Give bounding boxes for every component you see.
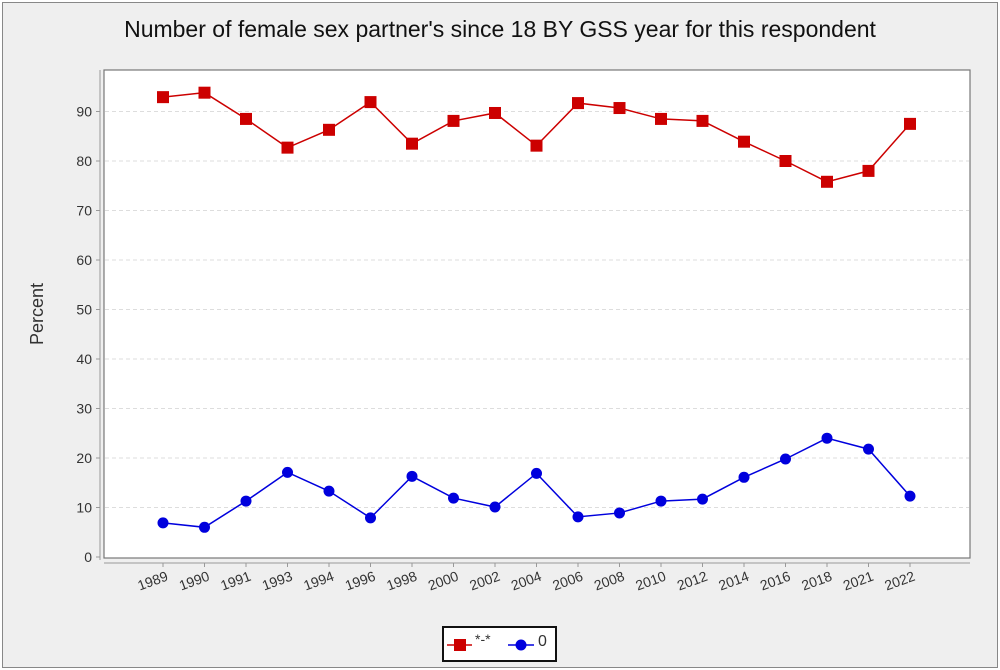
data-point-circle — [863, 443, 874, 455]
y-tick-label: 80 — [76, 153, 92, 169]
x-tick-label: 2006 — [550, 568, 585, 594]
data-point-square — [323, 123, 335, 136]
data-point-square — [572, 97, 584, 110]
legend-marker-square — [454, 639, 466, 651]
data-point-square — [779, 155, 792, 167]
y-tick-label: 90 — [76, 104, 92, 120]
data-point-circle — [697, 493, 708, 505]
y-tick-label: 40 — [76, 351, 92, 367]
data-point-circle — [821, 432, 833, 444]
y-tick-label: 0 — [84, 549, 92, 565]
x-tick-label: 1991 — [218, 568, 253, 594]
data-point-square — [530, 139, 543, 152]
x-tick-label: 2004 — [509, 568, 544, 594]
legend-label-series-1: *-* — [475, 631, 491, 647]
x-tick-label: 2008 — [592, 568, 627, 594]
data-point-square — [613, 102, 626, 115]
legend-label-series-2: 0 — [538, 633, 547, 650]
data-point-square — [281, 141, 294, 154]
legend-marker-circle — [515, 639, 527, 651]
y-tick-label: 70 — [76, 203, 92, 219]
x-tick-label: 2021 — [841, 568, 876, 594]
data-point-square — [904, 117, 916, 130]
x-tick-label: 1994 — [301, 568, 336, 594]
data-point-circle — [780, 453, 791, 465]
x-tick-label: 2018 — [799, 568, 834, 594]
data-point-circle — [531, 467, 542, 479]
data-point-square — [738, 135, 750, 148]
data-point-circle — [323, 485, 335, 497]
x-tick-label: 2016 — [758, 568, 793, 594]
y-tick-label: 30 — [76, 401, 92, 417]
data-point-square — [447, 114, 460, 127]
data-point-circle — [738, 471, 750, 483]
data-point-circle — [406, 470, 418, 482]
data-point-circle — [489, 501, 501, 513]
data-point-circle — [282, 466, 293, 478]
data-point-square — [240, 112, 252, 125]
y-tick-label: 10 — [76, 500, 92, 516]
x-tick-label: 2002 — [467, 568, 502, 594]
data-point-square — [655, 112, 667, 125]
data-point-circle — [904, 490, 916, 502]
data-point-square — [821, 175, 833, 188]
x-tick-label: 1993 — [260, 568, 295, 594]
data-point-square — [696, 114, 709, 127]
y-tick-label: 20 — [76, 450, 92, 466]
x-tick-label: 1996 — [343, 568, 378, 594]
data-point-square — [489, 106, 501, 119]
x-tick-label: 2014 — [716, 568, 751, 594]
data-point-circle — [572, 511, 584, 523]
data-point-circle — [199, 521, 210, 533]
data-point-circle — [157, 517, 169, 529]
y-tick-label: 60 — [76, 252, 92, 268]
y-axis-label: Percent — [27, 283, 47, 345]
data-point-circle — [240, 495, 252, 507]
y-tick-label: 50 — [76, 302, 92, 318]
data-point-square — [157, 91, 169, 104]
x-tick-label: 1989 — [135, 568, 170, 594]
x-tick-label: 1990 — [177, 568, 212, 594]
x-tick-label: 2010 — [633, 568, 668, 594]
data-point-circle — [655, 495, 667, 507]
data-point-circle — [365, 512, 376, 524]
chart-title: Number of female sex partner's since 18 … — [124, 16, 876, 42]
data-point-circle — [448, 492, 459, 504]
data-point-square — [406, 137, 418, 150]
x-tick-label: 2012 — [675, 568, 710, 594]
data-point-square — [198, 86, 211, 99]
x-tick-label: 1998 — [384, 568, 419, 594]
legend: *-* 0 — [442, 626, 557, 662]
data-point-circle — [614, 507, 625, 519]
x-tick-label: 2000 — [426, 568, 461, 594]
data-point-square — [364, 96, 377, 109]
x-tick-label: 2022 — [882, 568, 917, 594]
data-point-square — [862, 164, 875, 177]
